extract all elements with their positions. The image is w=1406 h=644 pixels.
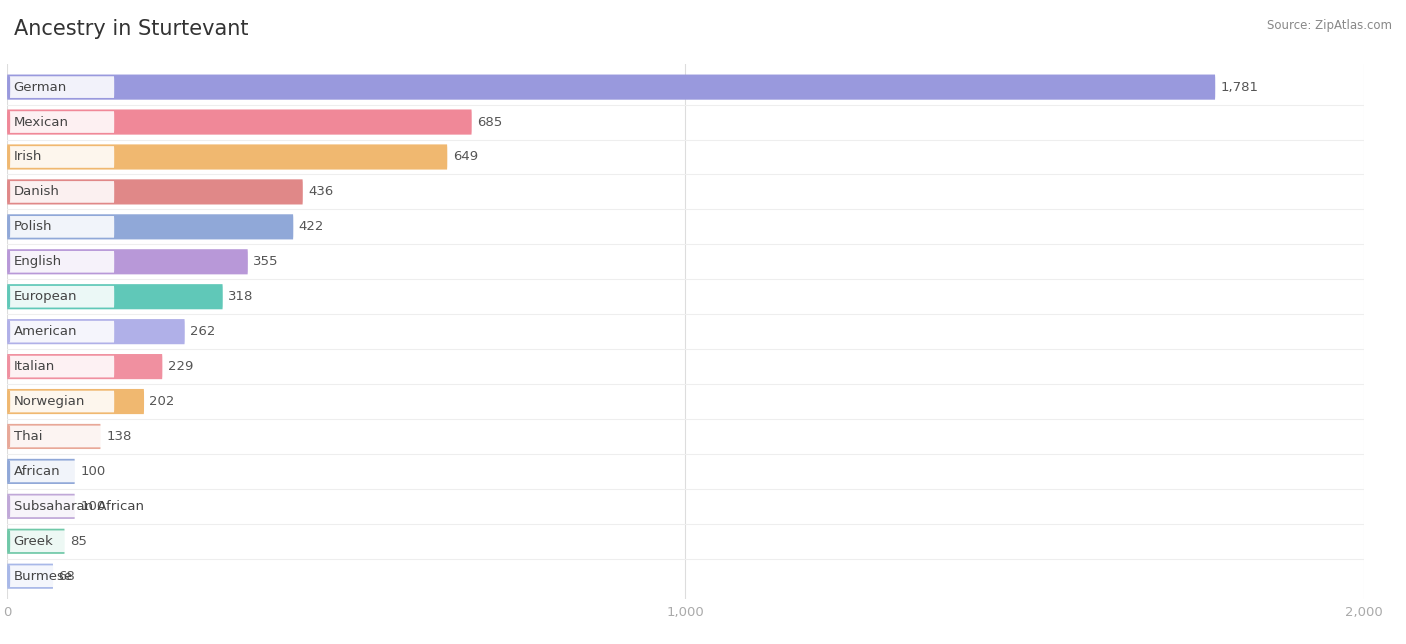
Text: 436: 436 bbox=[308, 185, 333, 198]
FancyBboxPatch shape bbox=[7, 494, 75, 519]
Text: 649: 649 bbox=[453, 151, 478, 164]
Text: Thai: Thai bbox=[14, 430, 42, 443]
FancyBboxPatch shape bbox=[8, 495, 114, 517]
Text: 229: 229 bbox=[167, 360, 193, 373]
Text: Source: ZipAtlas.com: Source: ZipAtlas.com bbox=[1267, 19, 1392, 32]
Text: Greek: Greek bbox=[14, 535, 53, 548]
FancyBboxPatch shape bbox=[8, 76, 114, 98]
FancyBboxPatch shape bbox=[7, 75, 1215, 100]
FancyBboxPatch shape bbox=[8, 531, 114, 552]
FancyBboxPatch shape bbox=[7, 564, 53, 589]
FancyBboxPatch shape bbox=[8, 391, 114, 412]
FancyBboxPatch shape bbox=[8, 181, 114, 203]
Text: African: African bbox=[14, 465, 60, 478]
FancyBboxPatch shape bbox=[8, 216, 114, 238]
FancyBboxPatch shape bbox=[8, 321, 114, 343]
FancyBboxPatch shape bbox=[8, 286, 114, 308]
FancyBboxPatch shape bbox=[7, 249, 247, 274]
FancyBboxPatch shape bbox=[7, 459, 75, 484]
FancyBboxPatch shape bbox=[7, 389, 143, 414]
Text: European: European bbox=[14, 290, 77, 303]
Text: 100: 100 bbox=[80, 465, 105, 478]
Text: 202: 202 bbox=[149, 395, 174, 408]
Text: 262: 262 bbox=[190, 325, 215, 338]
FancyBboxPatch shape bbox=[7, 529, 65, 554]
Text: Polish: Polish bbox=[14, 220, 52, 233]
FancyBboxPatch shape bbox=[8, 111, 114, 133]
Text: 318: 318 bbox=[228, 290, 253, 303]
Text: Italian: Italian bbox=[14, 360, 55, 373]
FancyBboxPatch shape bbox=[8, 355, 114, 377]
Text: Subsaharan African: Subsaharan African bbox=[14, 500, 143, 513]
Text: 138: 138 bbox=[105, 430, 131, 443]
Text: Irish: Irish bbox=[14, 151, 42, 164]
FancyBboxPatch shape bbox=[7, 144, 447, 169]
FancyBboxPatch shape bbox=[8, 426, 114, 448]
FancyBboxPatch shape bbox=[7, 424, 101, 449]
FancyBboxPatch shape bbox=[8, 146, 114, 168]
FancyBboxPatch shape bbox=[8, 460, 114, 482]
FancyBboxPatch shape bbox=[8, 565, 114, 587]
Text: English: English bbox=[14, 255, 62, 269]
Text: 100: 100 bbox=[80, 500, 105, 513]
FancyBboxPatch shape bbox=[7, 214, 294, 240]
Text: Danish: Danish bbox=[14, 185, 59, 198]
Text: 1,781: 1,781 bbox=[1220, 80, 1258, 93]
FancyBboxPatch shape bbox=[7, 109, 472, 135]
Text: Norwegian: Norwegian bbox=[14, 395, 84, 408]
FancyBboxPatch shape bbox=[7, 284, 222, 309]
Text: American: American bbox=[14, 325, 77, 338]
Text: Ancestry in Sturtevant: Ancestry in Sturtevant bbox=[14, 19, 249, 39]
FancyBboxPatch shape bbox=[7, 319, 184, 345]
Text: 85: 85 bbox=[70, 535, 87, 548]
Text: 422: 422 bbox=[298, 220, 325, 233]
Text: 685: 685 bbox=[477, 115, 502, 129]
Text: Mexican: Mexican bbox=[14, 115, 69, 129]
FancyBboxPatch shape bbox=[7, 179, 302, 205]
FancyBboxPatch shape bbox=[7, 354, 162, 379]
FancyBboxPatch shape bbox=[8, 251, 114, 272]
Text: Burmese: Burmese bbox=[14, 570, 73, 583]
Text: German: German bbox=[14, 80, 67, 93]
Text: 355: 355 bbox=[253, 255, 278, 269]
Text: 68: 68 bbox=[59, 570, 76, 583]
